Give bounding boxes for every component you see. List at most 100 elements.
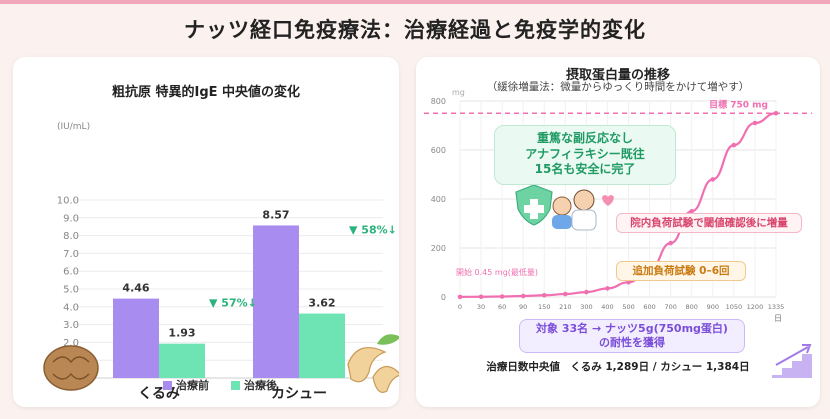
ige-unit-label: (IU/mL) [57, 122, 90, 132]
protein-data-point [752, 120, 758, 126]
protein-data-point [457, 294, 463, 300]
protein-ytick-label: 200 [431, 244, 446, 253]
walnut-icon [43, 345, 99, 391]
top-stripe [0, 0, 830, 4]
arrow-up-icon [775, 346, 809, 366]
ige-ytick-label: 5.0 [63, 285, 79, 296]
stairs-icon [772, 354, 812, 378]
protein-unit-label: mg [452, 88, 465, 97]
page-title: ナッツ経口免疫療法：治療経過と免疫学的変化 [184, 18, 646, 42]
ige-ytick-label: 3.0 [63, 320, 79, 331]
protein-ytick-label: 400 [431, 195, 446, 204]
ige-ytick-label: 6.0 [63, 267, 79, 278]
legend-after: 治療後 [231, 377, 277, 393]
ige-reduction-label: ▼ 58%↓ [349, 223, 397, 236]
ige-bar-after [159, 343, 205, 378]
protein-data-point [563, 291, 568, 297]
protein-xtick-label: 1200 [747, 303, 764, 311]
treatment-days-footer: 治療日数中央値 くるみ 1,289日 / カシュー 1,384日 [486, 361, 750, 373]
protein-xtick-label: 500 [622, 303, 634, 311]
cashew-icon [347, 346, 387, 383]
safety-callout: 重篤な副反応なし アナフィラキシー既往 15名も安全に完了 [494, 125, 676, 185]
ige-reduction-label: ▼ 57%↓ [209, 297, 257, 310]
doctor-avatar-icon [573, 189, 595, 211]
ige-value-label-before: 4.46 [122, 282, 149, 295]
walnut-texture-icon [52, 356, 90, 380]
child-avatar-icon [552, 196, 572, 216]
protein-data-point [520, 293, 526, 299]
ige-ytick-label: 4.0 [63, 302, 79, 313]
ige-chart-panel: 粗抗原 特異的IgE 中央値の変化 (IU/mL)0.01.02.03.04.0… [13, 57, 399, 407]
target-label: 目標 750 mg [709, 98, 768, 110]
protein-xtick-label: 1050 [726, 303, 743, 311]
protein-series-line [459, 112, 777, 298]
result-callout: 対象 33名 → ナッツ5g(750mg蛋白) の耐性を獲得 [519, 319, 745, 353]
cashew-icon [372, 365, 399, 393]
legend-after-label: 治療後 [244, 379, 277, 392]
ige-value-label-after: 1.93 [168, 327, 195, 340]
protein-xtick-label: 1335 [768, 303, 785, 311]
ige-bar-chart: (IU/mL)0.01.02.03.04.05.06.07.08.09.010.… [43, 122, 399, 402]
protein-ytick-label: 600 [431, 146, 446, 155]
ige-ytick-label: 10.0 [57, 196, 79, 207]
protein-data-point [668, 240, 673, 246]
legend-after-swatch [231, 380, 240, 390]
ige-category-label: くるみ [138, 386, 180, 402]
protein-xtick-label: 30 [477, 303, 485, 311]
safety-line-1: 重篤な副反応なし [536, 131, 633, 145]
step-callout: 院内負荷試験で閾値確認後に増量 [616, 213, 802, 233]
protein-xtick-label: 700 [664, 303, 676, 311]
ige-bar-before [113, 298, 159, 378]
medical-cross-icon [524, 199, 544, 219]
protein-xtick-label: 0 [458, 303, 462, 311]
ige-ytick-label: 2.0 [63, 338, 79, 349]
ige-ytick-label: 8.0 [63, 231, 79, 242]
protein-xtick-label: 900 [707, 303, 719, 311]
ige-value-label-before: 8.57 [262, 208, 289, 221]
protein-xtick-label: 90 [519, 303, 527, 311]
ige-category-label: カシュー [271, 386, 327, 402]
heart-icon [602, 195, 614, 206]
safety-line-2: アナフィラキシー既往 [525, 146, 645, 161]
start-label: 開始 0.45 mg(最低量) [456, 267, 538, 277]
protein-ytick-label: 800 [431, 97, 446, 106]
arrow-head-icon [802, 344, 812, 354]
protein-xtick-label: 300 [580, 303, 592, 311]
legend-before-label: 治療前 [176, 379, 209, 392]
protein-data-point [689, 208, 695, 214]
protein-xtick-label: 800 [686, 303, 698, 311]
ige-bar-before [253, 225, 299, 378]
protein-data-point [710, 177, 716, 182]
protein-data-point [541, 292, 547, 298]
protein-data-point [731, 142, 737, 148]
leaf-icon [377, 334, 399, 345]
doctor-coat-icon [571, 209, 597, 231]
protein-ytick-label: 0 [441, 293, 446, 302]
legend-before-swatch [163, 380, 172, 390]
protein-data-point [605, 286, 610, 291]
protein-xtick-label: 210 [559, 303, 571, 311]
legend-before: 治療前 [163, 377, 209, 393]
result-line-1: 対象 33名 → ナッツ5g(750mg蛋白) [536, 322, 728, 335]
ige-value-label-after: 3.62 [308, 297, 335, 310]
extra-test-callout: 追加負荷試験 0–6回 [616, 261, 746, 281]
protein-data-point [478, 294, 484, 300]
protein-data-point [584, 289, 589, 295]
ige-chart-title: 粗抗原 特異的IgE 中央値の変化 [111, 85, 301, 100]
protein-xtick-label: 400 [601, 303, 613, 311]
result-line-2: の耐性を獲得 [599, 336, 665, 350]
protein-data-point [773, 110, 779, 116]
ige-ytick-label: 9.0 [63, 213, 79, 224]
protein-xtick-label: 60 [498, 303, 506, 311]
protein-chart-title: 摂取蛋白量の推移 [565, 68, 670, 83]
ige-bar-after [299, 313, 345, 378]
protein-x-unit-label: 日 [774, 314, 782, 323]
protein-data-point [626, 280, 631, 285]
safety-line-3: 15名も安全に完了 [534, 162, 636, 177]
protein-xtick-label: 150 [538, 303, 550, 311]
protein-chart-subtitle: （緩徐増量法：微量からゆっくり時間をかけて増やす） [486, 81, 750, 93]
ige-ytick-label: 7.0 [63, 249, 79, 260]
protein-chart-panel: 摂取蛋白量の推移 （緩徐増量法：微量からゆっくり時間をかけて増やす） mg 0 20… [416, 57, 820, 407]
protein-data-point [499, 294, 505, 299]
child-body-icon [552, 215, 572, 229]
